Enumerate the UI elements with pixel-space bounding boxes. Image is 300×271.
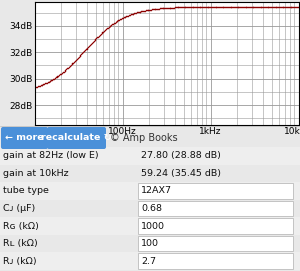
Text: ← more: ← more (5, 134, 44, 143)
Text: Cᴊ (μF): Cᴊ (μF) (3, 204, 35, 213)
Bar (138, 218, 293, 234)
Text: 2.7: 2.7 (141, 257, 156, 266)
Text: Rʟ (kΩ): Rʟ (kΩ) (3, 239, 38, 248)
Text: recalculate ↻: recalculate ↻ (41, 134, 112, 143)
FancyBboxPatch shape (47, 127, 106, 149)
Text: 0.68: 0.68 (141, 204, 162, 213)
Text: 27.80 (28.88 dB): 27.80 (28.88 dB) (141, 151, 221, 160)
Bar (138, 236, 293, 251)
Text: 12AX7: 12AX7 (141, 186, 172, 195)
Bar (0, 164, 300, 182)
Bar (138, 183, 293, 199)
FancyBboxPatch shape (1, 127, 48, 149)
Text: Rᴊ (kΩ): Rᴊ (kΩ) (3, 257, 37, 266)
Bar (0, 217, 300, 235)
Bar (138, 253, 293, 269)
Bar (0, 252, 300, 270)
Bar (0, 200, 300, 217)
Text: Rɢ (kΩ): Rɢ (kΩ) (3, 222, 39, 231)
Text: tube type: tube type (3, 186, 49, 195)
Text: 59.24 (35.45 dB): 59.24 (35.45 dB) (141, 169, 221, 178)
Bar (0, 147, 300, 164)
Bar (138, 201, 293, 216)
Text: 100: 100 (141, 239, 159, 248)
Text: gain at 82Hz (low E): gain at 82Hz (low E) (3, 151, 99, 160)
Text: gain at 10kHz: gain at 10kHz (3, 169, 69, 178)
Text: © Amp Books: © Amp Books (110, 133, 178, 143)
Bar (0, 182, 300, 200)
Text: 1000: 1000 (141, 222, 165, 231)
Bar (0, 235, 300, 252)
